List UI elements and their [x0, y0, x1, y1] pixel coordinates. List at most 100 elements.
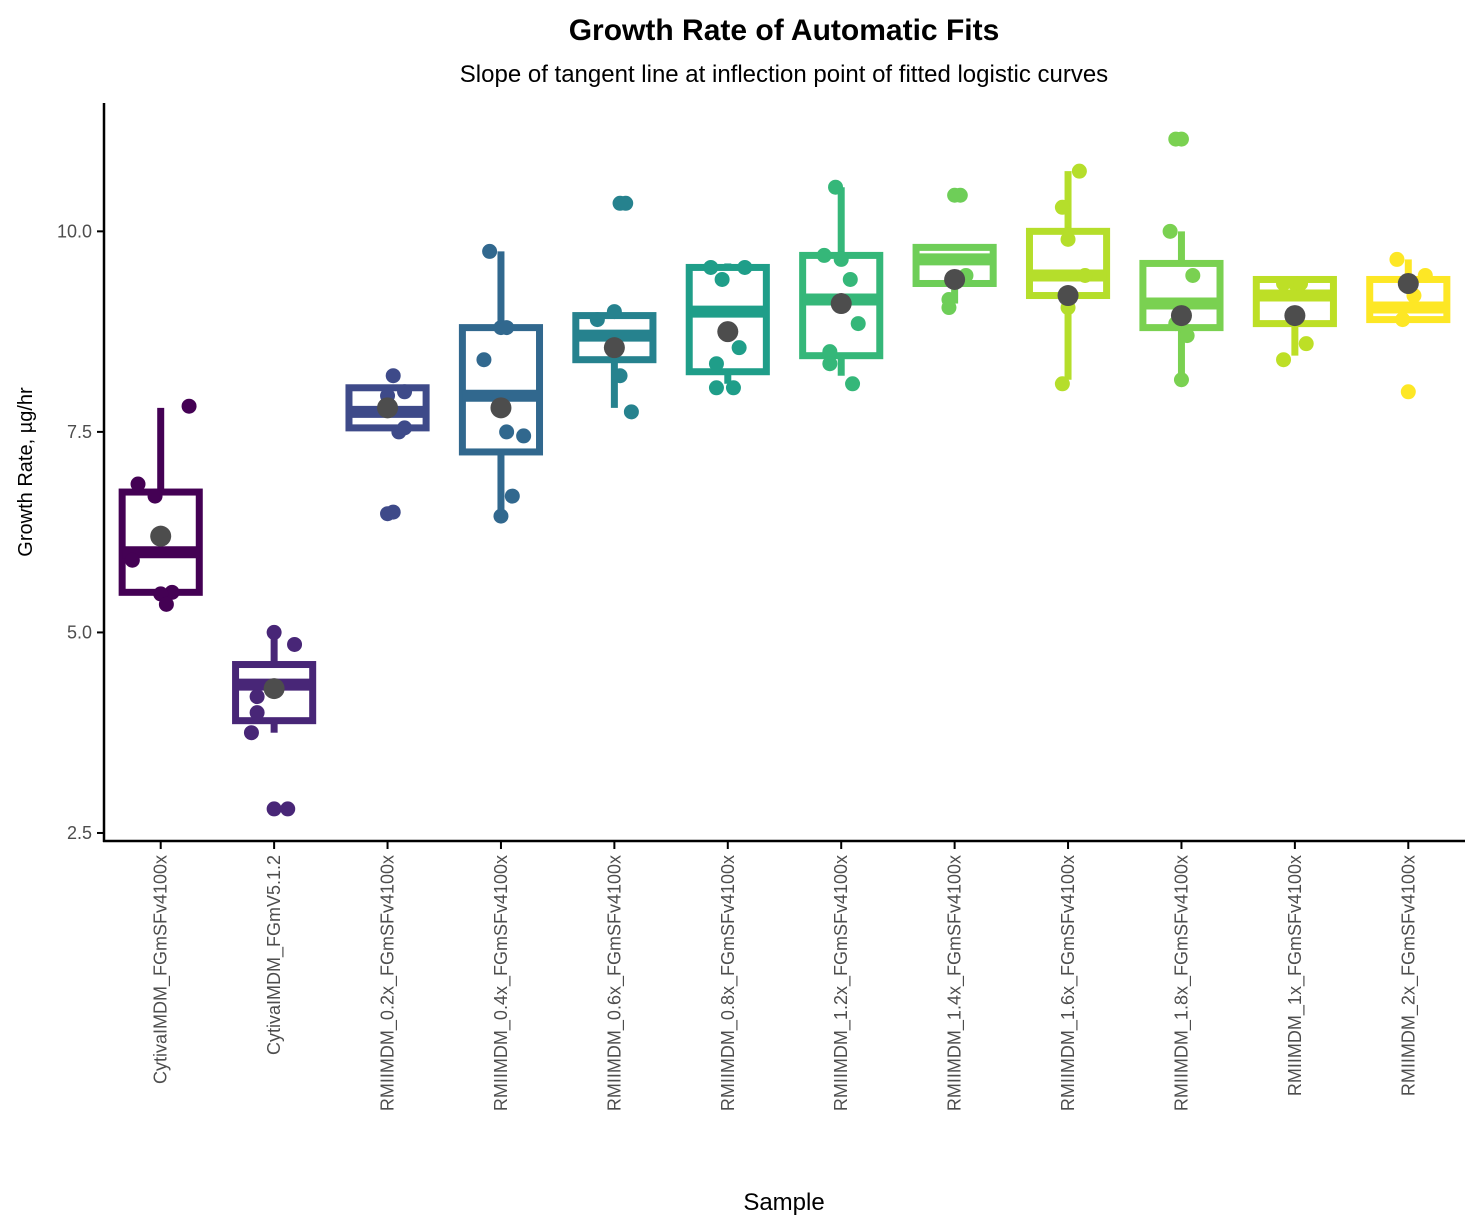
data-point [266, 801, 282, 817]
x-tick-label: RMIIMDM_1.8x_FGmSFv4100x [1171, 855, 1192, 1111]
data-point [708, 356, 724, 372]
box-group [1025, 163, 1111, 392]
box-group [685, 259, 770, 396]
data-point [504, 488, 520, 504]
box [232, 661, 317, 725]
mean-point [603, 337, 625, 359]
box-group [118, 398, 203, 612]
data-point [1276, 352, 1292, 368]
data-point [1162, 223, 1178, 239]
data-point [243, 725, 259, 741]
data-point [397, 384, 413, 400]
box [685, 263, 770, 376]
x-tick-label: RMIIMDM_2x_FGmSFv4100x [1398, 855, 1419, 1096]
mean-point [717, 321, 739, 343]
data-point [618, 195, 634, 211]
data-point [476, 352, 492, 368]
x-tick-label: CytivaIMDM_FGmSFv4100x [151, 855, 172, 1084]
mean-point [490, 397, 512, 419]
data-point [130, 476, 146, 492]
x-tick-label: RMIIMDM_0.6x_FGmSFv4100x [604, 855, 625, 1111]
mean-point [944, 268, 966, 290]
data-point [725, 380, 741, 396]
x-tick-label: CytivaIMDM_FGmV5.1.2 [264, 855, 285, 1055]
data-point [816, 247, 832, 263]
box-group [1139, 131, 1224, 388]
box-group [912, 187, 997, 316]
data-point [952, 187, 968, 203]
y-tick-label: 5.0 [67, 622, 92, 642]
mean-point [1284, 305, 1306, 327]
data-point [1077, 267, 1093, 283]
x-tick-label: RMIIMDM_0.4x_FGmSFv4100x [491, 855, 512, 1111]
data-point [385, 368, 401, 384]
data-point [499, 320, 515, 336]
data-point [266, 624, 282, 640]
x-tick-label: RMIIMDM_0.2x_FGmSFv4100x [378, 855, 399, 1111]
data-point [612, 368, 628, 384]
mean-point [150, 525, 172, 547]
chart-subtitle: Slope of tangent line at inflection poin… [460, 61, 1108, 88]
box-group [345, 368, 430, 522]
x-tick-label: RMIIMDM_1.2x_FGmSFv4100x [831, 855, 852, 1111]
data-point [833, 251, 849, 267]
data-point [1179, 328, 1195, 344]
data-point [731, 340, 747, 356]
data-point [1395, 312, 1411, 328]
chart-title: Growth Rate of Automatic Fits [569, 14, 1000, 47]
data-point [822, 356, 838, 372]
x-tick-label: RMIIMDM_0.8x_FGmSFv4100x [718, 855, 739, 1111]
y-axis-title: Growth Rate, µg/hr [15, 387, 37, 557]
data-point [1389, 251, 1405, 267]
data-point [845, 376, 861, 392]
data-point [1276, 275, 1292, 291]
data-point [249, 689, 265, 705]
data-point [1173, 131, 1189, 147]
y-tick-label: 10.0 [57, 221, 92, 241]
y-tick-label: 7.5 [67, 422, 92, 442]
data-point [482, 243, 498, 259]
data-point [493, 508, 509, 524]
data-point [516, 428, 532, 444]
box-group [1252, 275, 1337, 368]
mean-point [263, 678, 285, 700]
data-point [380, 506, 396, 522]
data-point [828, 179, 844, 195]
data-point [589, 312, 605, 328]
data-point [708, 380, 724, 396]
x-axis-ticks: CytivaIMDM_FGmSFv4100x CytivaIMDM_FGmV5.1… [151, 841, 1419, 1111]
mean-point [1397, 272, 1419, 294]
data-point [1054, 199, 1070, 215]
data-point [941, 300, 957, 316]
data-point [499, 424, 515, 440]
data-point [147, 488, 163, 504]
plot-area [118, 131, 1451, 817]
mean-point [1057, 285, 1079, 307]
data-point [1054, 376, 1070, 392]
data-point [124, 552, 140, 568]
data-point [822, 344, 838, 360]
y-tick-label: 2.5 [67, 823, 92, 843]
data-point [623, 404, 639, 420]
data-point [1417, 267, 1433, 283]
box-group [572, 195, 657, 420]
data-point [1293, 275, 1309, 291]
y-axis-ticks: 2.5 5.0 7.5 10.0 [57, 221, 104, 843]
data-point [287, 636, 303, 652]
data-point [280, 801, 296, 817]
box-group [232, 624, 317, 817]
data-point [1071, 163, 1087, 179]
x-tick-label: RMIIMDM_1x_FGmSFv4100x [1285, 855, 1306, 1096]
x-tick-label: RMIIMDM_1.6x_FGmSFv4100x [1058, 855, 1079, 1111]
x-axis-title: Sample [743, 1189, 824, 1216]
data-point [1173, 372, 1189, 388]
data-point [714, 271, 730, 287]
data-point [181, 398, 197, 414]
x-tick-label: RMIIMDM_1.4x_FGmSFv4100x [945, 855, 966, 1111]
data-point [1060, 231, 1076, 247]
data-point [1185, 267, 1201, 283]
data-point [606, 304, 622, 320]
mean-point [830, 293, 852, 315]
data-point [737, 259, 753, 275]
